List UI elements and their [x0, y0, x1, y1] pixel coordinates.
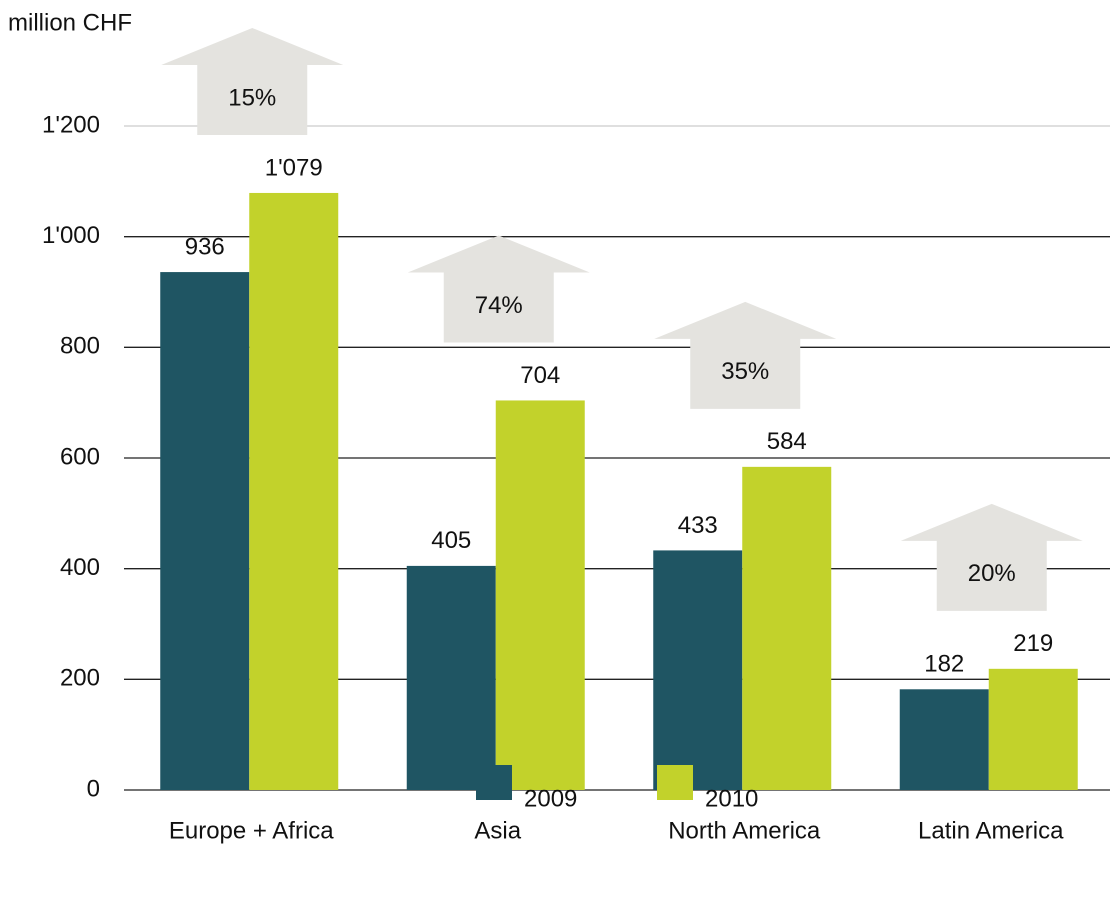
growth-arrow: [900, 503, 1083, 611]
bar: [742, 466, 832, 790]
x-tick-label: Latin America: [918, 817, 1064, 844]
data-label: 936: [185, 233, 225, 260]
y-tick-label: 0: [87, 775, 100, 802]
y-tick-label: 600: [60, 443, 100, 470]
bar: [495, 400, 585, 790]
y-tick-label: 400: [60, 554, 100, 581]
growth-label: 15%: [228, 84, 276, 111]
bar: [988, 668, 1078, 790]
y-axis-label: million CHF: [8, 9, 132, 36]
growth-arrow: [407, 235, 590, 343]
bar: [160, 272, 250, 791]
growth-label: 35%: [721, 358, 769, 385]
data-label: 405: [431, 527, 471, 554]
y-tick-label: 1'000: [42, 222, 100, 249]
bar: [406, 565, 496, 790]
bar: [249, 192, 339, 790]
data-label: 433: [678, 512, 718, 539]
data-label: 584: [767, 428, 807, 455]
x-tick-label: North America: [668, 817, 821, 844]
y-tick-label: 1'200: [42, 111, 100, 138]
bar: [899, 689, 989, 790]
data-label: 219: [1013, 630, 1053, 657]
data-label: 704: [520, 362, 560, 389]
growth-label: 20%: [968, 560, 1016, 587]
legend-swatch: [476, 765, 512, 800]
x-tick-label: Asia: [474, 817, 521, 844]
legend-swatch: [657, 765, 693, 800]
data-label: 1'079: [265, 154, 323, 181]
growth-arrow: [161, 27, 344, 135]
legend-label: 2009: [524, 785, 577, 812]
growth-label: 74%: [475, 292, 523, 319]
y-tick-label: 200: [60, 665, 100, 692]
growth-arrow: [654, 301, 837, 409]
bar: [653, 550, 743, 790]
y-tick-label: 800: [60, 333, 100, 360]
x-tick-label: Europe + Africa: [169, 817, 334, 844]
legend-label: 2010: [705, 785, 758, 812]
data-label: 182: [924, 651, 964, 678]
